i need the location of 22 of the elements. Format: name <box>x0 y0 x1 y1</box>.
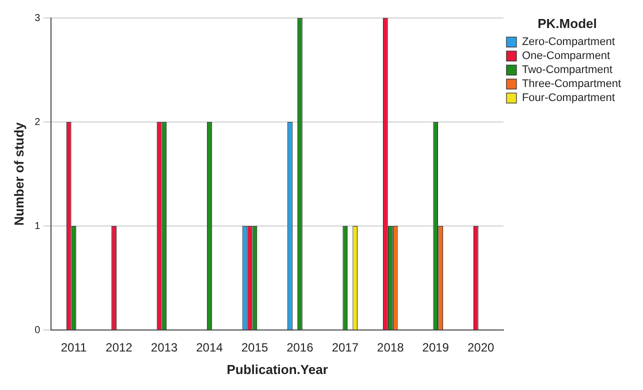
x-tick-label: 2019 <box>422 340 450 355</box>
x-tick-label: 2012 <box>106 340 133 355</box>
legend-title: PK.Model <box>538 16 597 32</box>
legend-label: One-Comparment <box>522 50 610 62</box>
y-tick-label: 2 <box>34 116 41 128</box>
x-tick-label: 2013 <box>150 340 178 355</box>
x-tick-label: 2016 <box>286 340 314 355</box>
x-tick-label: 2011 <box>60 340 87 355</box>
x-tick-label: 2018 <box>377 340 404 355</box>
x-axis-title: Publication.Year <box>226 362 328 377</box>
x-tick-label: 2017 <box>332 340 359 355</box>
legend-label: Zero-Compartment <box>522 36 615 48</box>
y-tick-label: 3 <box>34 12 41 24</box>
x-tick-label: 2015 <box>241 340 268 355</box>
legend-label: Two-Compartment <box>522 64 612 76</box>
y-tick-label: 0 <box>34 324 41 336</box>
x-tick-label: 2014 <box>196 340 224 355</box>
y-axis-title: Number of study <box>11 122 26 226</box>
y-tick-label: 1 <box>34 220 41 232</box>
x-tick-label: 2020 <box>468 340 495 355</box>
legend-label: Four-Compartment <box>522 92 615 104</box>
legend-label: Three-Compartment <box>522 78 622 90</box>
